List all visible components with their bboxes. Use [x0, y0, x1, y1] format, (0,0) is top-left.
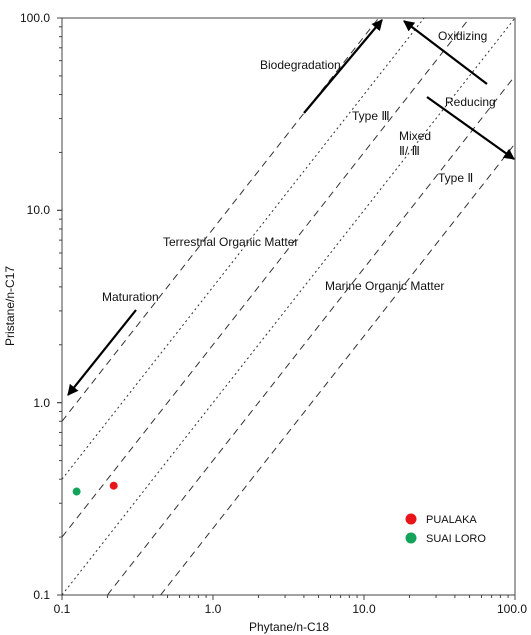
classification-line-2 [62, 18, 471, 538]
x-tick-label-1: 1.0 [205, 602, 222, 616]
classification-line-5 [160, 142, 515, 595]
classification-line-4 [107, 75, 515, 595]
annotation-type2: Type Ⅱ [438, 171, 473, 185]
classification-line-0 [62, 18, 380, 422]
data-point-pualaka-0 [109, 481, 118, 490]
legend-label-pualaka: PUALAKA [426, 514, 477, 526]
data-point-suai-loro-0 [72, 487, 81, 496]
annotation-oxidizing: Oxidizing [438, 29, 487, 43]
classification-line-1 [62, 18, 425, 480]
y-axis-label: Pristane/n-C17 [3, 266, 17, 346]
x-tick-label-0: 0.1 [54, 602, 71, 616]
y-tick-label-2: 10.0 [27, 203, 51, 217]
annotation-type3: Type Ⅲ [352, 109, 390, 123]
oxidizing-arrow [403, 20, 488, 85]
x-tick-label-3: 100.0 [497, 602, 527, 616]
annotation-mixed-1: Mixed [399, 129, 431, 143]
annotation-reducing: Reducing [445, 95, 496, 109]
legend-marker-pualaka [405, 513, 417, 525]
y-tick-label-0: 0.1 [33, 588, 50, 602]
classification-lines [62, 18, 515, 595]
annotation-arrows [67, 19, 515, 396]
annotation-mixed-2: Ⅱ/ Ⅲ [399, 144, 420, 158]
x-axis-label: Phytane/n-C18 [249, 620, 329, 634]
annotation-biodegradation: Biodegradation [260, 58, 341, 72]
biodegradation-arrow [303, 19, 383, 114]
y-tick-label-3: 100.0 [20, 11, 50, 25]
x-tick-label-2: 10.0 [352, 602, 376, 616]
data-points [72, 481, 118, 496]
annotation-terrestrial: Terrestrial Organic Matter [163, 235, 298, 249]
annotation-marine: Marine Organic Matter [325, 279, 444, 293]
y-tick-label-1: 1.0 [33, 396, 50, 410]
legend-marker-suai-loro [405, 532, 417, 544]
classification-line-3 [62, 18, 515, 595]
legend: PUALAKA SUAI LORO [405, 513, 486, 545]
annotation-maturation: Maturation [102, 290, 159, 304]
maturation-arrow [67, 309, 137, 396]
axis-ticks [57, 17, 516, 600]
reducing-arrow [426, 96, 515, 160]
legend-label-suai-loro: SUAI LORO [426, 533, 486, 545]
